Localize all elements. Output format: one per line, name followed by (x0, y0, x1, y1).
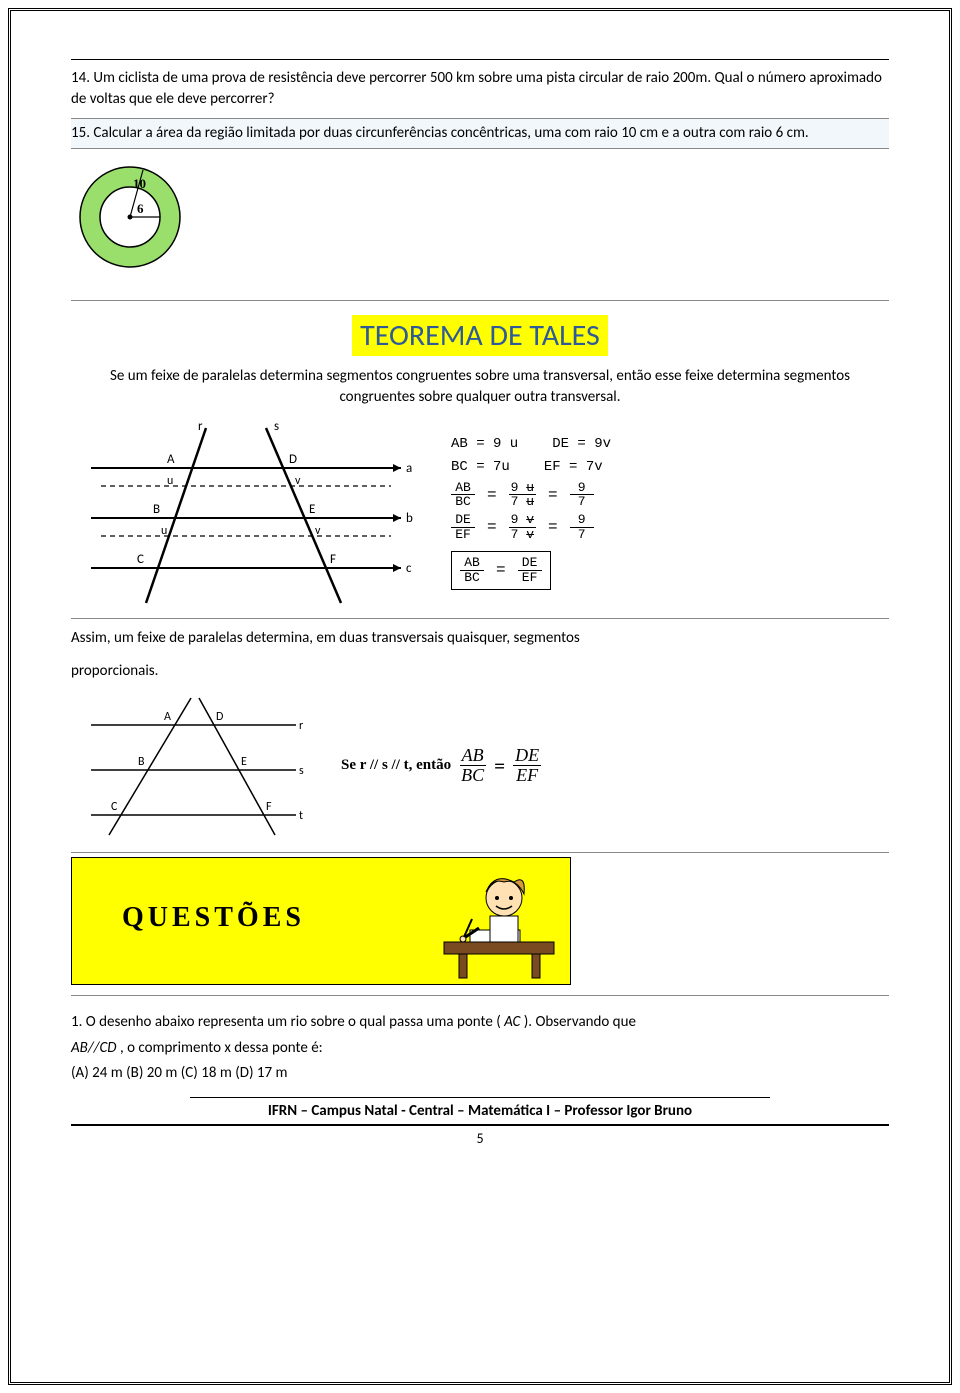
proportionality-row: A B C D E F r s t Se r // s // t, então … (71, 690, 889, 840)
boxed-equality: ABBC = DEEF (451, 551, 551, 589)
questoes-section: QUESTÕES (71, 852, 889, 985)
question-1: 1. O desenho abaixo representa um rio so… (71, 995, 889, 1087)
svg-text:s: s (299, 764, 304, 778)
svg-text:C: C (137, 552, 144, 567)
questoes-label: QUESTÕES (122, 902, 305, 934)
concentric-circles-diagram: 10 6 (75, 157, 195, 277)
rule-top (71, 59, 889, 60)
q1-options: (A) 24 m (B) 20 m (C) 18 m (D) 17 m (71, 1061, 889, 1087)
page-footer: IFRN – Campus Natal - Central – Matemáti… (71, 1097, 889, 1147)
tales-equations: AB = 9 u DE = 9v BC = 7u EF = 7v ABBC = … (451, 436, 611, 589)
svg-text:r: r (299, 719, 303, 733)
questoes-banner: QUESTÕES (71, 857, 571, 985)
eq-ab: AB = 9 u (451, 436, 518, 452)
q1-line1b: ). Observando que (520, 1013, 636, 1031)
conclusion-line1: Assim, um feixe de paralelas determina, … (71, 627, 889, 650)
svg-text:b: b (406, 511, 413, 526)
outer-radius-label: 10 (133, 176, 146, 191)
inner-radius-label: 6 (137, 201, 144, 216)
footer-text: IFRN – Campus Natal - Central – Matemáti… (71, 1098, 889, 1124)
question-14: 14. Um ciclista de uma prova de resistên… (71, 66, 889, 112)
q15-text: 15. Calcular a área da região limitada p… (71, 123, 889, 144)
svg-text:B: B (153, 502, 160, 517)
tales-conclusion: Assim, um feixe de paralelas determina, … (71, 618, 889, 682)
q1-abcd: AB//CD (71, 1039, 117, 1057)
conclusion-line2: proporcionais. (71, 660, 889, 683)
eq-ef: EF = 7v (544, 459, 603, 475)
prop-label: Se r // s // t, então (341, 757, 451, 774)
question-15-wrap: 15. Calcular a área da região limitada p… (71, 118, 889, 149)
page-frame: 14. Um ciclista de uma prova de resistên… (8, 8, 952, 1385)
svg-text:D: D (289, 452, 297, 467)
tales-definition: Se um feixe de paralelas determina segme… (91, 366, 869, 408)
q1-line1a: 1. O desenho abaixo representa um rio so… (71, 1013, 504, 1031)
q14-text: 14. Um ciclista de uma prova de resistên… (71, 69, 882, 108)
svg-text:C: C (111, 800, 118, 814)
svg-text:E: E (241, 755, 247, 769)
section-title-wrap: TEOREMA DE TALES (71, 300, 889, 356)
svg-text:u: u (161, 524, 167, 538)
eq-de: DE = 9v (552, 436, 611, 452)
section-title: TEOREMA DE TALES (352, 315, 608, 356)
svg-text:v: v (315, 524, 321, 538)
svg-text:A: A (164, 710, 171, 724)
svg-text:a: a (406, 461, 412, 476)
svg-text:A: A (167, 452, 175, 467)
tales-diagram-row: r s a b c A B C D E F u u v v AB = (71, 418, 889, 608)
svg-text:v: v (295, 474, 301, 488)
svg-text:E: E (309, 502, 315, 517)
proportionality-equation: Se r // s // t, então AB BC = DE EF (341, 746, 541, 785)
svg-text:u: u (167, 474, 173, 488)
svg-text:F: F (330, 552, 336, 567)
svg-text:B: B (138, 755, 145, 769)
q1-line2b: , o comprimento x dessa ponte é: (117, 1039, 323, 1057)
q1-ac: AC (504, 1013, 520, 1031)
tales-diagram-2: A B C D E F r s t (71, 690, 311, 840)
svg-text:s: s (274, 419, 279, 434)
eq-bc: BC = 7u (451, 459, 510, 475)
page-number: 5 (71, 1130, 889, 1147)
svg-text:c: c (406, 561, 412, 576)
tales-diagram-1: r s a b c A B C D E F u u v v (71, 418, 421, 608)
svg-text:t: t (299, 809, 303, 823)
svg-text:r: r (198, 419, 203, 434)
svg-text:D: D (216, 710, 223, 724)
student-cartoon-icon (434, 864, 564, 980)
svg-text:F: F (266, 800, 272, 814)
